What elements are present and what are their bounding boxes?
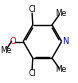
Text: O: O bbox=[10, 37, 17, 46]
Text: Cl: Cl bbox=[28, 5, 36, 14]
Text: Me: Me bbox=[55, 9, 67, 18]
Text: Me: Me bbox=[55, 65, 67, 74]
Text: N: N bbox=[62, 37, 68, 46]
Text: Cl: Cl bbox=[28, 69, 36, 78]
Text: Me: Me bbox=[0, 46, 11, 55]
